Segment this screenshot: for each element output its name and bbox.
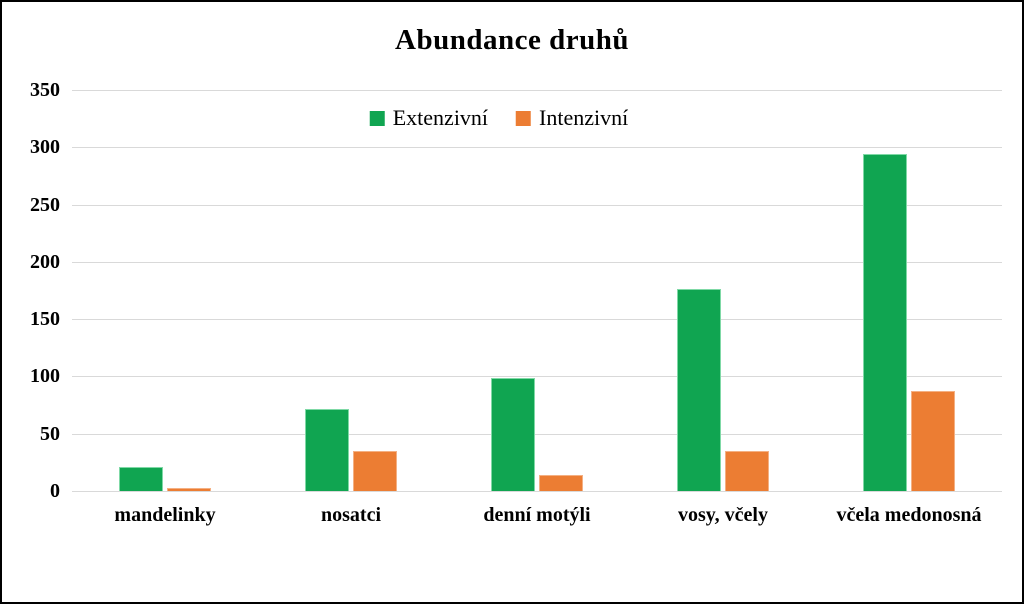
legend-swatch-intenzivni-icon — [516, 110, 532, 126]
bar-extenzivní-3 — [491, 377, 535, 491]
y-tick-label-250: 250 — [30, 193, 60, 216]
gridline-350 — [72, 90, 1002, 91]
bar-extenzivní-2 — [305, 408, 349, 491]
bar-intenzivní-1 — [167, 487, 211, 491]
bar-extenzivní-4 — [677, 289, 721, 491]
bar-intenzivní-2 — [353, 450, 397, 491]
gridline-200 — [72, 261, 1002, 263]
legend-label-extenzivni: Extenzivní — [392, 105, 489, 130]
x-tick-label-4: vosy, včely — [678, 504, 768, 526]
y-tick-label-50: 50 — [40, 422, 60, 445]
y-tick-label-0: 0 — [50, 480, 60, 502]
chart-title: Abundance druhů — [395, 24, 629, 56]
legend: Extenzivní Intenzivní — [369, 105, 628, 131]
bar-extenzivní-1 — [119, 466, 163, 491]
y-tick-label-200: 200 — [30, 250, 60, 273]
x-tick-label-5: včela medonosná — [836, 504, 982, 526]
gridline-300 — [72, 147, 1002, 149]
x-tick-label-3: denní motýli — [483, 504, 591, 526]
bar-extenzivní-5 — [863, 154, 907, 491]
y-tick-label-300: 300 — [30, 136, 60, 159]
gridline-150 — [72, 319, 1002, 321]
legend-swatch-extenzivni-icon — [369, 110, 385, 126]
y-tick-label-100: 100 — [30, 365, 60, 388]
bar-intenzivní-4 — [725, 450, 769, 491]
x-tick-label-1: mandelinky — [114, 504, 216, 526]
y-tick-label-150: 150 — [30, 308, 60, 331]
bar-intenzivní-5 — [911, 391, 955, 491]
gridline-0 — [72, 491, 1002, 492]
gridline-250 — [72, 204, 1002, 206]
legend-item-extenzivni: Extenzivní — [369, 105, 489, 131]
y-tick-label-350: 350 — [30, 79, 60, 101]
legend-item-intenzivni: Intenzivní — [516, 105, 628, 131]
x-tick-label-2: nosatci — [321, 504, 381, 526]
legend-label-intenzivni: Intenzivní — [539, 105, 629, 130]
gridline-100 — [72, 376, 1002, 378]
bar-intenzivní-3 — [539, 474, 583, 491]
gridline-50 — [72, 433, 1002, 435]
